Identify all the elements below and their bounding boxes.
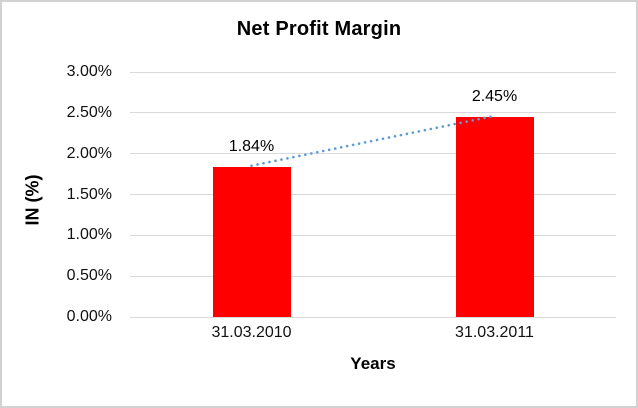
bar-data-label: 1.84% [228,137,275,155]
gridline [130,275,616,277]
y-tick-label: 1.00% [66,226,112,244]
bar-data-label: 2.45% [471,87,518,105]
y-tick-label: 3.00% [66,63,112,80]
x-category-label: 31.03.2010 [211,324,292,341]
x-category-label: 31.03.2011 [455,324,534,341]
plot-area: 1.84% 2.45% [130,71,616,318]
y-tick-label: 0.50% [66,267,112,285]
gridline [130,194,616,195]
gridline [130,234,616,236]
chart-title: Net Profit Margin [236,18,402,40]
y-tick-label: 0.00% [66,308,112,325]
gridline [130,316,616,318]
y-tick-label: 1.50% [66,185,112,203]
y-tick-label: 2.00% [66,144,112,162]
gridline [130,71,616,73]
y-tick-label: 2.50% [66,103,112,121]
bar-31.03.2010 [212,166,291,317]
gridline [130,112,616,114]
trendline [250,114,496,168]
x-axis-title: Years [350,354,396,373]
gridline [130,153,616,155]
bar-31.03.2011 [455,116,534,317]
